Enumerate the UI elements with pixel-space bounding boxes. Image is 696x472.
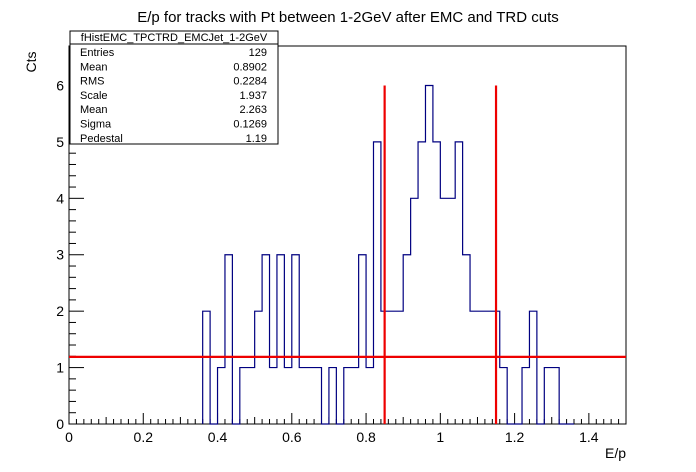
stats-box: fHistEMC_TPCTRD_EMCJet_1-2GeV Entries 129… bbox=[69, 30, 279, 145]
y-tick-labels: 0 1 2 3 4 5 6 bbox=[56, 77, 64, 432]
y-tick-label: 4 bbox=[56, 190, 64, 206]
stats-row-value: 0.2284 bbox=[233, 76, 267, 88]
stats-row-value: 129 bbox=[249, 47, 267, 59]
stats-row-value: 2.263 bbox=[239, 104, 267, 116]
stats-row-value: 1.937 bbox=[239, 90, 267, 102]
y-tick-label: 6 bbox=[56, 77, 64, 93]
y-tick-label: 3 bbox=[56, 247, 64, 263]
stats-row-value: 0.8902 bbox=[233, 61, 267, 73]
y-tick-label: 5 bbox=[56, 134, 64, 150]
cut-lines bbox=[69, 85, 626, 424]
x-tick-labels: 0 0.2 0.4 0.6 0.8 1 1.2 1.4 bbox=[65, 429, 599, 445]
x-tick-label: 0 bbox=[65, 429, 73, 445]
chart-title: E/p for tracks with Pt between 1-2GeV af… bbox=[137, 9, 559, 26]
x-tick-label: 0.6 bbox=[282, 429, 302, 445]
y-tick-label: 1 bbox=[56, 360, 64, 376]
x-tick-label: 0.8 bbox=[356, 429, 376, 445]
stats-row-label: Entries bbox=[80, 47, 115, 59]
stats-row-value: 1.19 bbox=[246, 133, 267, 145]
x-axis-label: E/p bbox=[605, 445, 626, 461]
stats-row-label: Mean bbox=[80, 61, 108, 73]
x-tick-label: 0.2 bbox=[134, 429, 154, 445]
stats-rows: Entries 129 Mean 0.8902 RMS 0.2284 Scale 1.937 M… bbox=[80, 47, 267, 145]
x-tick-label: 1.4 bbox=[579, 429, 599, 445]
stats-row-value: 0.1269 bbox=[233, 119, 267, 131]
stats-row-label: Pedestal bbox=[80, 133, 123, 145]
stats-box-frame bbox=[69, 30, 279, 145]
x-tick-label: 1 bbox=[436, 429, 444, 445]
plot-frame bbox=[68, 45, 627, 425]
x-tick-label: 1.2 bbox=[505, 429, 525, 445]
y-tick-label: 2 bbox=[56, 303, 64, 319]
histogram-series-line bbox=[202, 84, 575, 425]
y-tick-label: 0 bbox=[56, 416, 64, 432]
stats-row-label: Scale bbox=[80, 90, 108, 102]
stats-row-label: RMS bbox=[80, 76, 104, 88]
stats-row-label: Sigma bbox=[80, 119, 112, 131]
stats-box-title: fHistEMC_TPCTRD_EMCJet_1-2GeV bbox=[81, 32, 268, 44]
y-axis-label: Cts bbox=[23, 52, 39, 73]
x-tick-label: 0.4 bbox=[208, 429, 228, 445]
stats-row-label: Mean bbox=[80, 104, 108, 116]
